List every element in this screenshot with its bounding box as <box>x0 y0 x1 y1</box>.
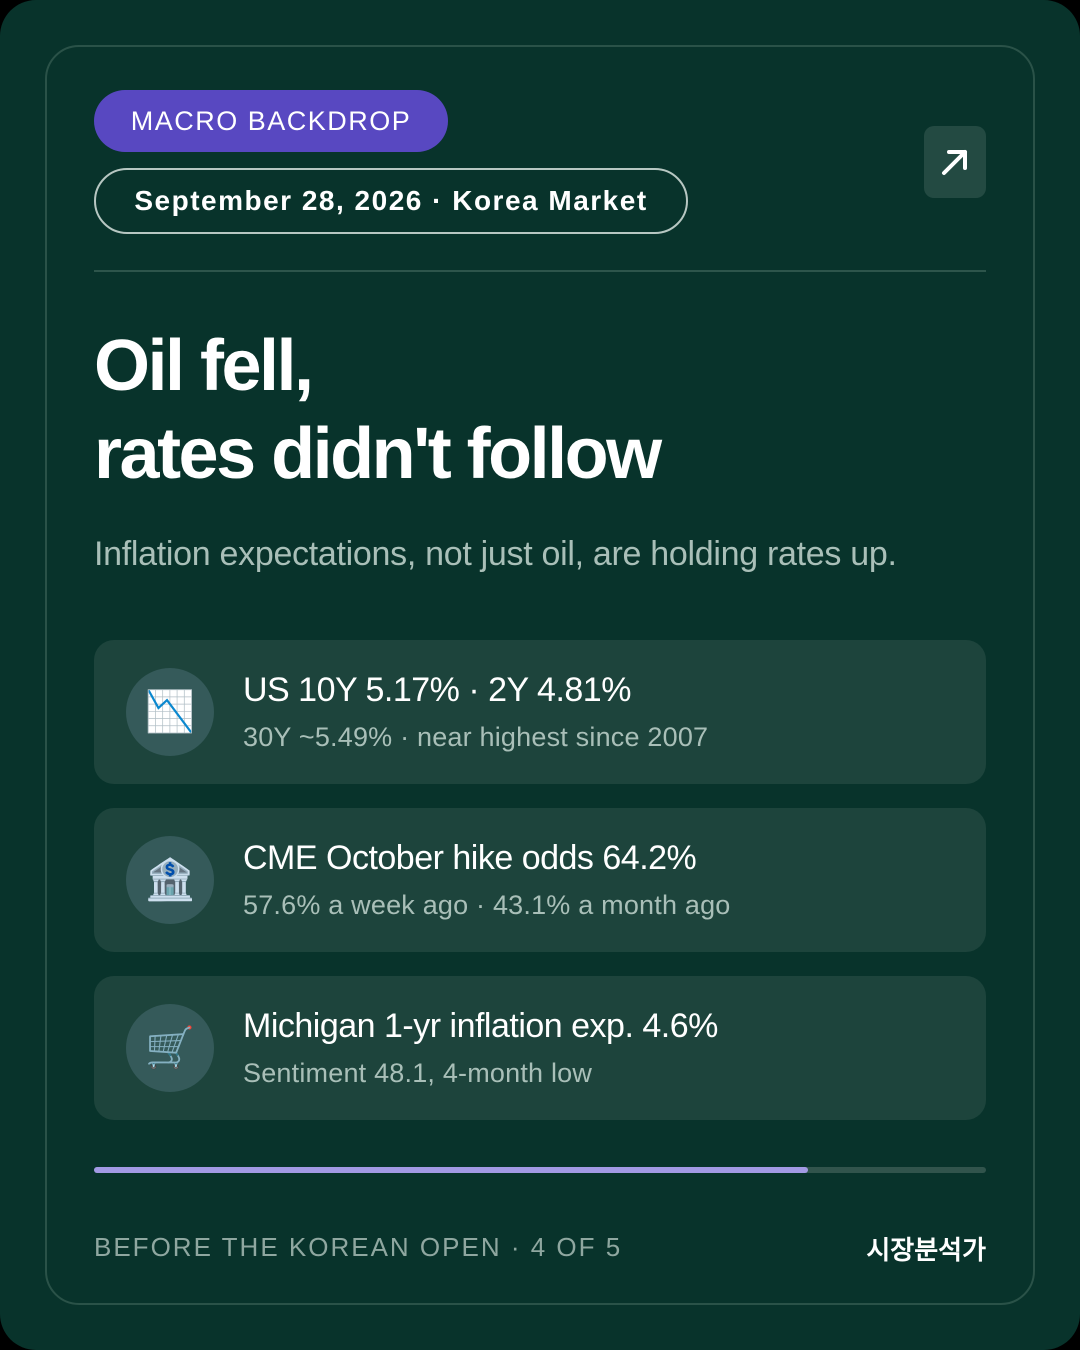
progress-fill <box>94 1167 808 1173</box>
stat-title: US 10Y 5.17% · 2Y 4.81% <box>243 671 631 709</box>
headline-line-1: Oil fell, <box>94 326 314 406</box>
card-frame <box>45 45 1035 1305</box>
header-divider <box>94 270 986 272</box>
footer-series-label: BEFORE THE KOREAN OPEN · 4 OF 5 <box>94 1232 623 1262</box>
stat-detail: 57.6% a week ago · 43.1% a month ago <box>243 890 731 920</box>
arrow-up-right-icon <box>942 150 967 175</box>
brand-label: 시장분석가 <box>866 1235 986 1265</box>
stat-title: Michigan 1-yr inflation exp. 4.6% <box>243 1007 718 1045</box>
headline-line-2: rates didn't follow <box>94 414 662 494</box>
date-market-label: September 28, 2026 · Korea Market <box>134 185 648 216</box>
bank-icon: 🏦 <box>126 836 214 924</box>
category-badge: MACRO BACKDROP <box>94 90 448 152</box>
chart-decreasing-icon: 📉 <box>126 668 214 756</box>
stat-title: CME October hike odds 64.2% <box>243 839 697 877</box>
stat-row-treasury-yields: 📉 US 10Y 5.17% · 2Y 4.81% 30Y ~5.49% · n… <box>94 640 986 784</box>
stat-row-hike-odds: 🏦 CME October hike odds 64.2% 57.6% a we… <box>94 808 986 952</box>
shopping-cart-icon: 🛒 <box>126 1004 214 1092</box>
category-label: MACRO BACKDROP <box>130 105 412 136</box>
progress-bar <box>94 1167 986 1173</box>
share-button[interactable] <box>924 126 986 198</box>
subheadline: Inflation expectations, not just oil, ar… <box>94 535 897 573</box>
stat-detail: 30Y ~5.49% · near highest since 2007 <box>243 722 709 752</box>
date-market-badge: September 28, 2026 · Korea Market <box>94 168 688 234</box>
headline: Oil fell, rates didn't follow <box>94 322 986 498</box>
stat-row-inflation-expectations: 🛒 Michigan 1-yr inflation exp. 4.6% Sent… <box>94 976 986 1120</box>
stat-detail: Sentiment 48.1, 4-month low <box>243 1058 593 1088</box>
